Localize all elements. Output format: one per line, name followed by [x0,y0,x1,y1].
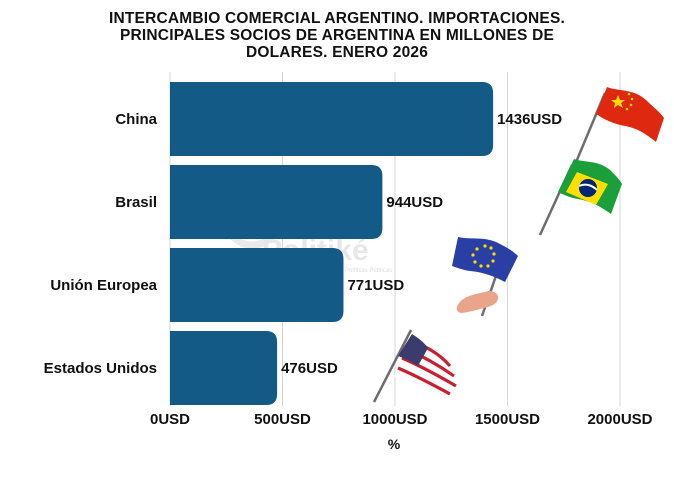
chart-title-line: INTERCAMBIO COMERCIAL ARGENTINO. IMPORTA… [109,10,565,27]
category-label: Estados Unidos [44,360,157,377]
x-axis-title: % [388,436,401,452]
value-label: 476USD [281,360,338,377]
x-tick-label: 1000USD [362,411,427,428]
value-labels: 1436USD 944USD 771USD 476USD [281,111,562,377]
x-tick-label: 0USD [150,411,190,428]
eu-flag [452,237,518,317]
category-label: Unión Europea [50,277,157,294]
value-label: 771USD [347,277,404,294]
x-tick-label: 2000USD [587,411,652,428]
bar [170,82,494,156]
x-tick-label: 1500USD [475,411,540,428]
chart-title-line: DOLARES. ENERO 2026 [246,44,428,61]
chart-title: INTERCAMBIO COMERCIAL ARGENTINO. IMPORTA… [109,10,565,61]
x-tick-labels: 0USD 500USD 1000USD 1500USD 2000USD [150,411,653,428]
china-flag [572,87,664,168]
bar [170,248,344,322]
watermark-tagline: Políticas Públicas [345,268,392,274]
chart-title-line: PRINCIPALES SOCIOS DE ARGENTINA EN MILLO… [120,27,554,44]
x-tick-label: 500USD [254,411,311,428]
category-labels: China Brasil Unión Europea Estados Unidos [44,111,158,377]
bars [170,82,494,405]
bar [170,165,383,239]
brazil-flag [538,159,622,236]
hand-icon [456,291,499,313]
category-label: Brasil [115,194,157,211]
bar [170,331,278,405]
category-label: China [115,111,157,128]
value-label: 944USD [386,194,443,211]
value-label: 1436USD [497,111,562,128]
usa-flag [372,329,460,403]
